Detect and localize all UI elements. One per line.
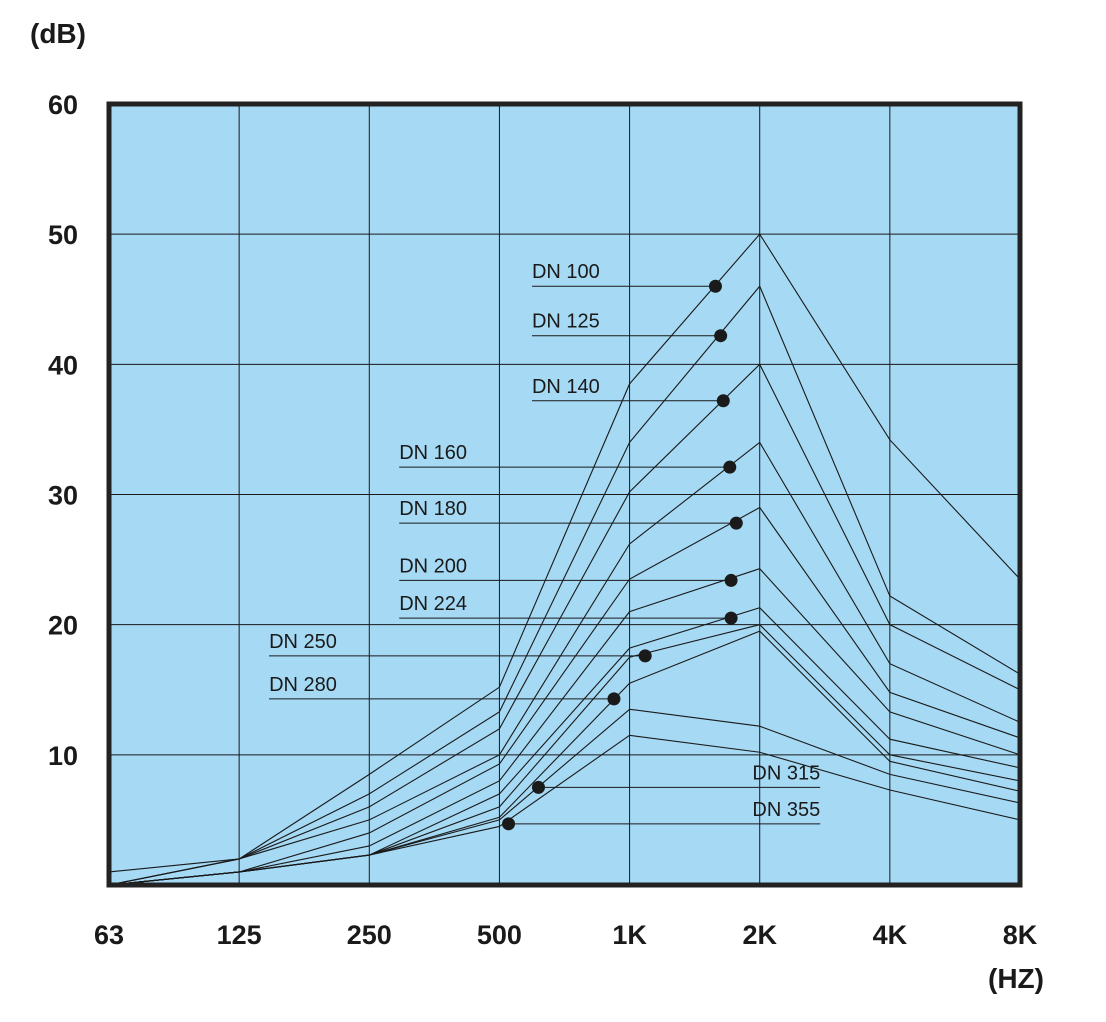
series-label-dn-180: DN 180 (399, 498, 467, 520)
y-tick-label: 60 (48, 90, 78, 120)
series-label-dn-224: DN 224 (399, 593, 467, 615)
series-line-dn-160 (108, 441, 1021, 886)
y-tick-label: 40 (48, 350, 78, 380)
marker-dot-dn-250 (638, 649, 652, 663)
marker-dot-dn-140 (716, 394, 730, 408)
series-line-dn-355 (108, 734, 1021, 886)
y-tick-label: 50 (48, 220, 78, 250)
y-tick-label: 20 (48, 611, 78, 641)
marker-dot-dn-180 (729, 516, 743, 530)
x-tick-label: 4K (873, 920, 908, 950)
series-label-dn-200: DN 200 (399, 555, 467, 577)
x-axis-unit-label: (HZ) (988, 963, 1044, 994)
marker-dot-dn-355 (502, 817, 516, 831)
marker-dot-dn-100 (708, 279, 722, 293)
series-line-dn-180 (108, 506, 1021, 886)
series-label-dn-280: DN 280 (269, 674, 337, 696)
x-tick-label: 1K (612, 920, 647, 950)
series-label-dn-315: DN 315 (752, 762, 820, 784)
marker-dot-dn-160 (723, 460, 737, 474)
plot-frame (106, 101, 1023, 888)
y-tick-label: 10 (48, 741, 78, 771)
series-label-dn-160: DN 160 (399, 442, 467, 464)
y-tick-label: 30 (48, 481, 78, 511)
series-label-dn-355: DN 355 (752, 799, 820, 821)
marker-dot-dn-200 (724, 573, 738, 587)
series-line-dn-140 (108, 363, 1021, 886)
series-label-dn-140: DN 140 (532, 376, 600, 398)
marker-dot-dn-315 (531, 780, 545, 794)
series-label-dn-100: DN 100 (532, 261, 600, 283)
series-line-dn-125 (108, 285, 1021, 886)
x-tick-label: 125 (217, 920, 262, 950)
x-tick-label: 8K (1003, 920, 1038, 950)
x-tick-label: 63 (94, 920, 124, 950)
marker-dot-dn-224 (724, 611, 738, 625)
marker-dot-dn-125 (714, 329, 728, 343)
x-tick-label: 2K (742, 920, 777, 950)
x-tick-label: 250 (347, 920, 392, 950)
y-axis-unit-label: (dB) (30, 18, 86, 49)
series-line-dn-200 (108, 568, 1021, 886)
series-label-dn-250: DN 250 (269, 631, 337, 653)
marker-dot-dn-280 (607, 692, 621, 706)
series-line-dn-100 (108, 233, 1021, 873)
x-tick-label: 500 (477, 920, 522, 950)
series-label-dn-125: DN 125 (532, 311, 600, 333)
